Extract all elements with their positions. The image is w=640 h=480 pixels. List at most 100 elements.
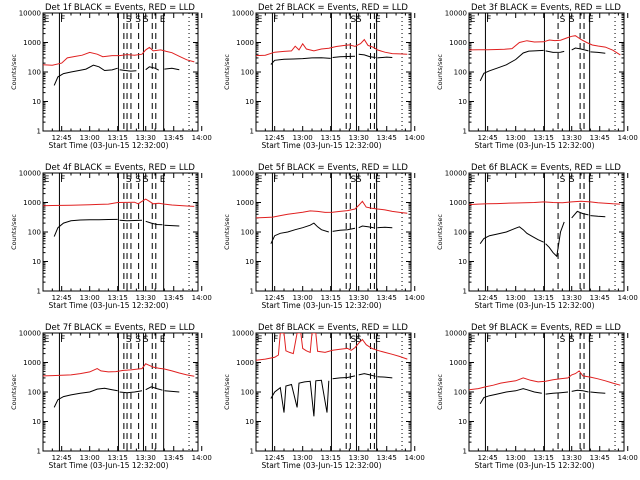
panel-title: Det 7f BLACK = Events, RED = LLD [45, 323, 195, 333]
series-events-line [270, 53, 393, 65]
x-tick-label: 14:00 [618, 294, 638, 302]
x-tick-label: 13:15 [321, 294, 341, 302]
y-tick-label: 10000 [445, 170, 467, 178]
x-tick-label: 13:00 [506, 294, 526, 302]
x-axis-label: Start Time (03-Jun-15 12:32:00) [475, 141, 595, 150]
x-tick-label: 13:45 [164, 454, 184, 462]
panel-det-9f: Det 9f BLACK = Events, RED = LLD 1 10 100 10… [436, 323, 638, 470]
panel-title: Det 3f BLACK = Events, RED = LLD [471, 3, 621, 13]
mode-marker-label: S [560, 175, 566, 185]
x-tick-label: 13:00 [506, 454, 526, 462]
x-tick-label: 13:45 [590, 294, 610, 302]
mode-marker-label: F [486, 335, 491, 345]
series-lld-line [469, 35, 621, 56]
y-axis-label: Counts/sec [436, 374, 444, 410]
mode-marker-label: S [569, 15, 575, 25]
x-tick-label: 13:45 [164, 294, 184, 302]
mode-marker-label: F [273, 15, 278, 25]
plot-frame [42, 172, 199, 292]
y-tick-label: 1000 [449, 359, 467, 367]
x-tick-label: 14:00 [192, 134, 212, 142]
plot-frame [255, 12, 412, 132]
x-tick-label: 13:30 [136, 134, 156, 142]
y-axis-label: Counts/sec [223, 54, 231, 90]
mode-marker-label: S [143, 175, 149, 185]
y-tick-label: 100 [241, 69, 254, 77]
mode-marker-label: S [356, 335, 362, 345]
x-tick-label: 14:00 [192, 454, 212, 462]
x-tick-label: 13:15 [108, 454, 128, 462]
x-tick-label: 14:00 [405, 294, 425, 302]
y-tick-label: 100 [241, 389, 254, 397]
mode-marker-label: F [60, 175, 65, 185]
mode-marker-label: S [126, 15, 132, 25]
mode-marker-label: S [350, 175, 356, 185]
plot-frame [255, 172, 412, 292]
mode-marker-label: S [569, 175, 575, 185]
panel-title: Det 2f BLACK = Events, RED = LLD [258, 3, 408, 13]
mode-marker-label: S [135, 15, 141, 25]
mode-marker-label: F [60, 335, 65, 345]
panel-det-7f: Det 7f BLACK = Events, RED = LLD 1 10 100 10… [10, 323, 212, 470]
x-tick-label: 12:45 [478, 454, 498, 462]
y-axis-label: Counts/sec [10, 374, 18, 410]
series-lld-line [256, 200, 408, 219]
y-tick-label: 1 [37, 128, 41, 136]
y-tick-label: 10 [32, 418, 41, 426]
x-axis-label: Start Time (03-Jun-15 12:32:00) [49, 461, 169, 470]
mode-marker-label: F [273, 335, 278, 345]
series-events-line [270, 373, 393, 417]
panel-title: Det 6f BLACK = Events, RED = LLD [471, 163, 621, 173]
mode-marker-label: F [486, 175, 491, 185]
series-events-line [479, 210, 606, 258]
x-axis-label: Start Time (03-Jun-15 12:32:00) [262, 461, 382, 470]
x-tick-label: 13:15 [108, 294, 128, 302]
series-lld-line [469, 370, 621, 391]
series-lld-line [43, 363, 195, 377]
x-tick-label: 13:30 [562, 134, 582, 142]
x-tick-label: 13:00 [80, 294, 100, 302]
x-tick-label: 13:15 [534, 134, 554, 142]
y-tick-label: 1000 [449, 199, 467, 207]
mode-marker-label: S [560, 15, 566, 25]
y-tick-label: 1000 [236, 359, 254, 367]
mode-marker-label: S [143, 335, 149, 345]
x-tick-label: 13:00 [80, 454, 100, 462]
y-tick-label: 10000 [445, 330, 467, 338]
y-tick-label: 10 [245, 418, 254, 426]
x-tick-label: 13:00 [293, 454, 313, 462]
y-tick-label: 100 [241, 229, 254, 237]
x-tick-label: 13:00 [506, 134, 526, 142]
x-tick-label: 12:45 [52, 294, 72, 302]
mode-marker-label: F [486, 15, 491, 25]
mode-marker-label: E [375, 175, 381, 185]
x-tick-label: 13:45 [590, 134, 610, 142]
mode-marker-label: S [126, 175, 132, 185]
mode-marker-label: E [588, 335, 594, 345]
y-tick-label: 1000 [236, 39, 254, 47]
series-events-line [479, 47, 606, 82]
x-tick-label: 13:30 [349, 454, 369, 462]
y-tick-label: 1 [250, 448, 254, 456]
series-events-line [53, 386, 180, 408]
x-tick-label: 12:45 [478, 294, 498, 302]
x-tick-label: 12:45 [478, 134, 498, 142]
x-tick-label: 12:45 [265, 134, 285, 142]
x-axis-label: Start Time (03-Jun-15 12:32:00) [49, 141, 169, 150]
y-tick-label: 100 [454, 229, 467, 237]
y-axis-label: Counts/sec [223, 374, 231, 410]
y-tick-label: 1 [250, 288, 254, 296]
x-tick-label: 13:30 [136, 454, 156, 462]
x-axis-label: Start Time (03-Jun-15 12:32:00) [262, 301, 382, 310]
y-tick-label: 10 [32, 258, 41, 266]
series-events-line [270, 222, 393, 244]
mode-marker-label: E [588, 175, 594, 185]
y-tick-label: 10 [32, 98, 41, 106]
y-tick-label: 1 [463, 448, 467, 456]
x-tick-label: 13:00 [80, 134, 100, 142]
x-tick-label: 13:45 [377, 134, 397, 142]
series-events-line [53, 64, 180, 86]
plot-frame [468, 332, 625, 452]
x-tick-label: 13:45 [590, 454, 610, 462]
